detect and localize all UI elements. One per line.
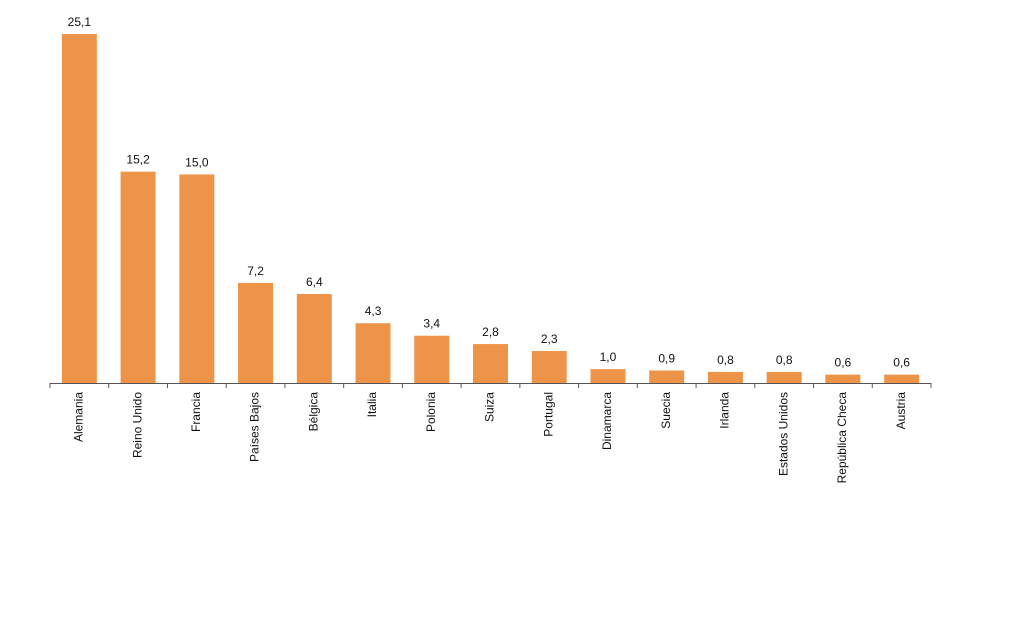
bar-value-label: 0,9 [658,351,675,365]
value-labels-group: 25,1 15,2 15,0 7,2 6,4 4,3 3,4 2,8 2,3 1,0 0,9 0,8 0… [68,15,911,370]
bar-value-label: 7,2 [247,264,264,278]
category-label: Reino Unido [130,392,144,458]
bar [296,294,332,383]
bar-value-label: 25,1 [68,15,92,29]
bar [825,374,861,383]
category-label: República Checa [835,392,849,484]
bar-value-label: 15,0 [185,155,209,169]
bar [61,34,97,383]
bar [531,351,567,383]
bar-value-label: 2,3 [541,332,558,346]
bar [473,344,508,383]
category-label: Bélgica [306,392,320,432]
bar [120,171,156,383]
category-label: Irlanda [718,392,732,429]
bar [707,371,743,383]
category-label: Francia [189,392,203,432]
bar [414,335,450,383]
x-axis-ticks [49,383,932,388]
bar-value-label: 2,8 [482,325,499,339]
bar-value-label: 0,6 [835,356,852,370]
bar [766,371,802,383]
bar [884,374,920,383]
bar-value-label: 0,8 [717,353,734,367]
bar-value-label: 0,8 [776,353,793,367]
category-label: Austria [894,392,908,430]
bar [649,370,685,383]
category-label: Italia [365,392,379,418]
bar [179,174,215,383]
bar-value-label: 3,4 [423,317,440,331]
bars-group [61,34,920,383]
bar-value-label: 0,6 [893,356,910,370]
category-label: Polonia [424,392,438,432]
bar-value-label: 6,4 [306,275,323,289]
category-label: Portugal [541,392,555,437]
category-label: Países Bajos [248,392,262,462]
bar-value-label: 1,0 [600,350,617,364]
bar-value-label: 15,2 [126,153,150,167]
category-label: Suiza [483,392,497,422]
bar [355,323,391,383]
category-label: Estados Unidos [776,392,790,476]
bar [238,282,274,383]
category-label: Alemania [72,392,86,442]
category-labels-group: Alemania Reino Unido Francia Países Bajos Bé… [72,392,908,484]
bar [590,369,626,383]
category-label: Dinamarca [600,392,614,450]
bar-value-label: 4,3 [365,304,382,318]
category-label: Suecia [659,392,673,429]
